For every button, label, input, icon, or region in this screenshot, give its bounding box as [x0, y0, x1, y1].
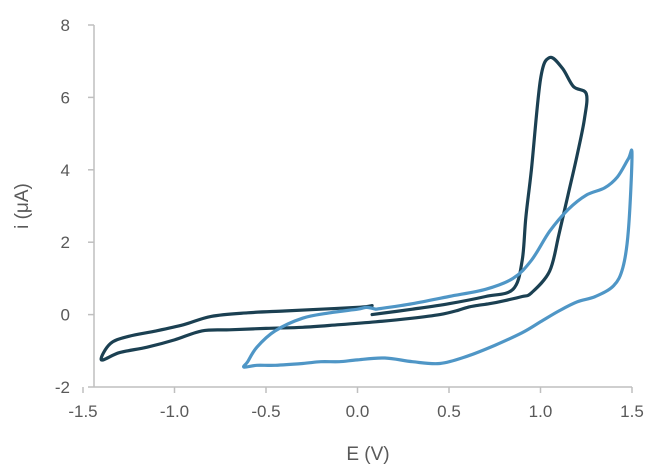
y-tick-label: 6	[61, 88, 70, 107]
series-line-dark	[99, 55, 589, 362]
y-tick-label: -2	[55, 378, 70, 397]
series-group	[99, 55, 634, 369]
x-tick-label: 1.0	[529, 402, 553, 421]
x-tick-label: 0.5	[437, 402, 461, 421]
y-tick-label: 8	[61, 16, 70, 35]
y-ticks: -2 0 2 4 6 8	[55, 16, 94, 397]
series-line-light	[242, 148, 634, 369]
x-tick-label: 1.5	[620, 402, 644, 421]
x-tick-label: -1.5	[68, 402, 97, 421]
y-axis-title: i (μA)	[12, 183, 33, 229]
x-ticks: -1.5 -1.0 -0.5 0.0 0.5 1.0 1.5	[68, 387, 644, 421]
x-axis-title: E (V)	[346, 444, 389, 465]
x-tick-label: -0.5	[251, 402, 280, 421]
y-tick-label: 2	[61, 233, 70, 252]
y-tick-label: 0	[61, 306, 70, 325]
x-tick-label: -1.0	[160, 402, 189, 421]
y-tick-label: 4	[61, 161, 70, 180]
axes	[93, 25, 632, 388]
x-tick-label: 0.0	[346, 402, 370, 421]
